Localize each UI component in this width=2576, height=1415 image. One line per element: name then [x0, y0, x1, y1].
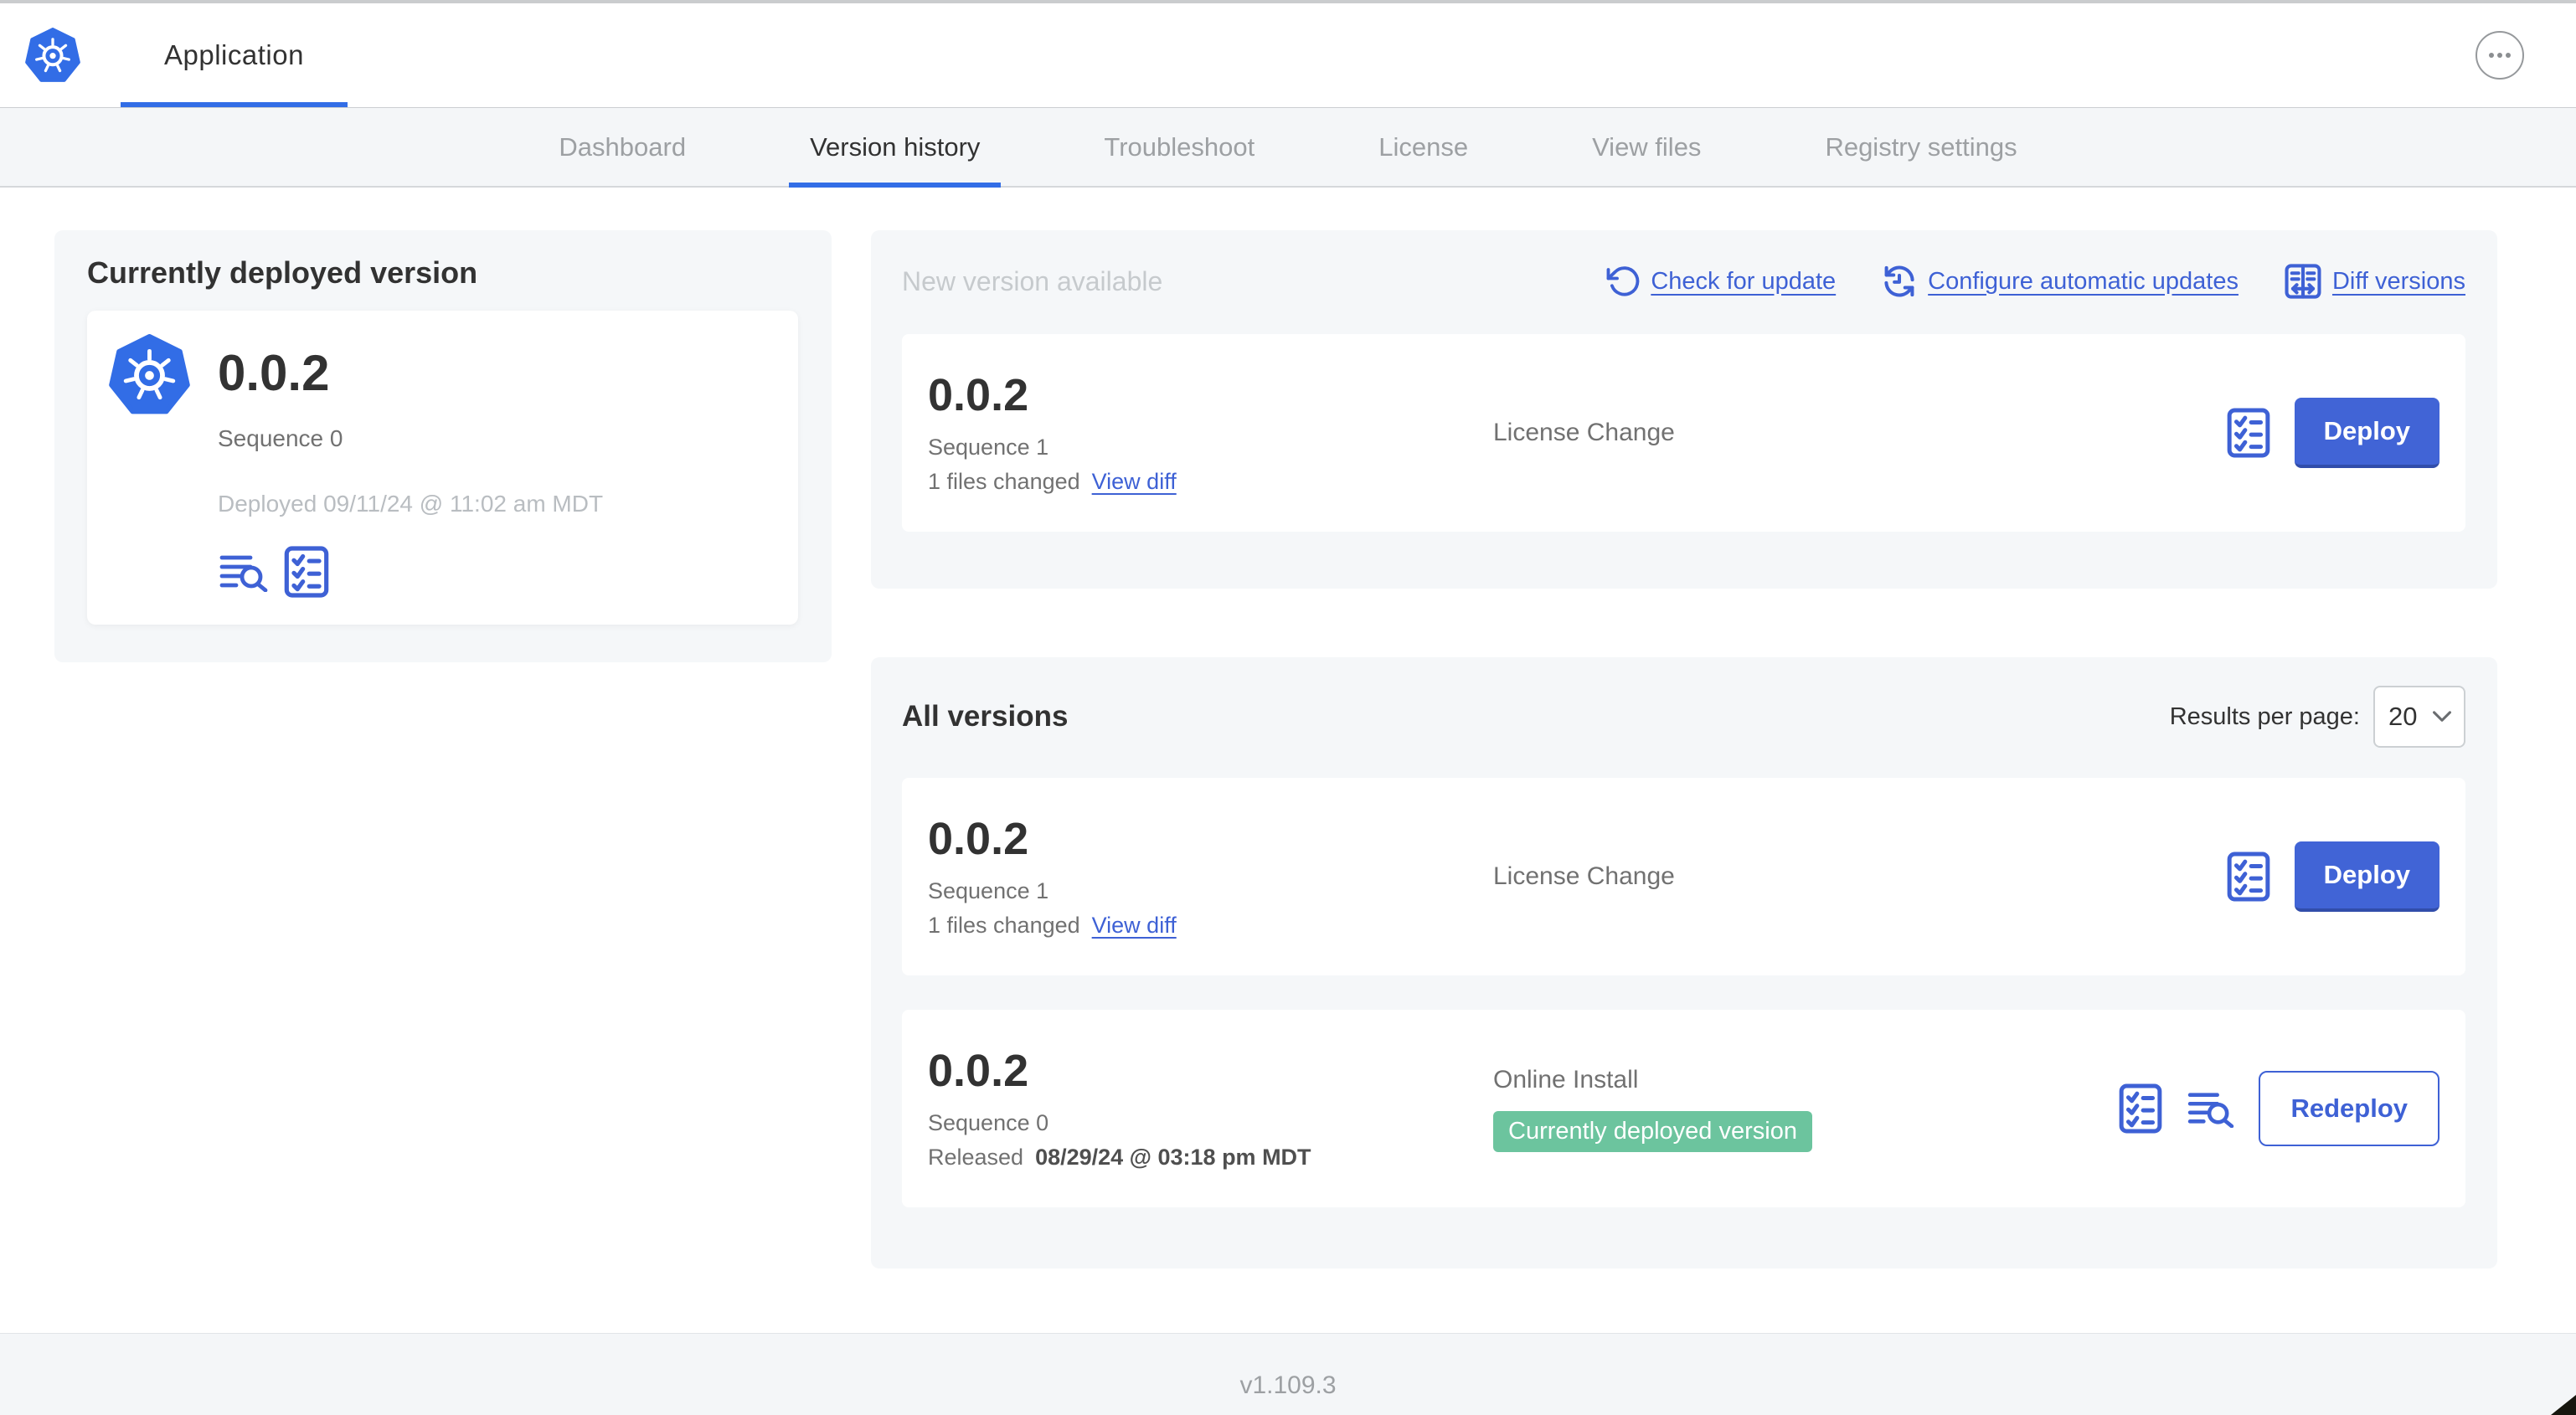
currently-deployed-title: Currently deployed version	[87, 255, 478, 290]
all-versions-title: All versions	[902, 700, 1069, 733]
results-per-page-select[interactable]: 20	[2373, 686, 2465, 748]
sequence-label: Sequence 1	[928, 434, 1049, 460]
ellipsis-icon	[2487, 51, 2512, 59]
version-details: 0.0.2 Sequence 1 1 files changed View di…	[928, 814, 1493, 938]
app-title: Application	[164, 39, 304, 70]
results-per-page-label: Results per page:	[2169, 702, 2360, 730]
deployed-sequence-label: Sequence 0	[218, 425, 343, 451]
version-source-label: License Change	[1493, 862, 1675, 890]
deployed-timestamp: Deployed 09/11/24 @ 11:02 am MDT	[218, 491, 604, 517]
files-changed-label: 1 files changed	[928, 912, 1080, 938]
app-tab-application[interactable]: Application	[121, 3, 348, 107]
deployed-version-label: 0.0.2	[218, 345, 330, 401]
deploy-button[interactable]: Deploy	[2294, 841, 2439, 912]
diff-icon	[2284, 262, 2322, 301]
currently-deployed-panel: Currently deployed version	[54, 230, 832, 662]
app-subnav: Dashboard Version history Troubleshoot L…	[0, 107, 2576, 188]
tab-troubleshoot[interactable]: Troubleshoot	[1104, 131, 1255, 162]
preflight-checklist-icon[interactable]	[2226, 406, 2271, 460]
sequence-label: Sequence 1	[928, 877, 1049, 903]
more-menu-button[interactable]	[2476, 31, 2524, 80]
preflight-checklist-icon[interactable]	[283, 544, 330, 599]
version-source-label: License Change	[1493, 419, 1675, 446]
all-versions-section: All versions Results per page: 20	[871, 657, 2497, 1268]
kubernetes-app-icon	[109, 334, 190, 599]
cursor-artifact	[2551, 1395, 2576, 1415]
currently-deployed-badge: Currently deployed version	[1493, 1110, 1812, 1152]
new-version-section: New version available Check for update	[871, 230, 2497, 589]
new-version-card: 0.0.2 Sequence 1 1 files changed View di…	[902, 334, 2465, 532]
deploy-button[interactable]: Deploy	[2294, 398, 2439, 468]
refresh-icon	[1605, 264, 1641, 299]
version-label: 0.0.2	[928, 370, 1029, 421]
version-details: 0.0.2 Sequence 1 1 files changed View di…	[928, 370, 1493, 494]
tab-dashboard[interactable]: Dashboard	[559, 131, 687, 162]
app-footer: v1.109.3	[0, 1333, 2576, 1415]
new-version-title: New version available	[902, 265, 1163, 296]
view-diff-link[interactable]: View diff	[1091, 912, 1177, 938]
version-history-column: New version available Check for update	[871, 230, 2497, 1268]
logs-icon[interactable]	[2187, 1089, 2235, 1128]
deployed-version-details: 0.0.2 Sequence 0 Deployed 09/11/24 @ 11:…	[218, 334, 603, 599]
chevron-down-icon	[2432, 710, 2452, 723]
released-label: Released	[928, 1144, 1024, 1170]
clock-refresh-icon	[1881, 263, 1918, 300]
tab-registry-settings[interactable]: Registry settings	[1825, 131, 2017, 162]
version-source-label: Online Install	[1493, 1065, 1639, 1093]
configure-automatic-updates-link[interactable]: Configure automatic updates	[1881, 263, 2239, 300]
app-header: Application	[0, 3, 2576, 107]
version-label: 0.0.2	[928, 814, 1029, 865]
version-label: 0.0.2	[928, 1046, 1029, 1097]
window-top-border	[0, 0, 2576, 3]
tab-license[interactable]: License	[1378, 131, 1469, 162]
kubernetes-logo-icon	[25, 28, 80, 83]
files-changed-label: 1 files changed	[928, 468, 1080, 494]
tab-view-files[interactable]: View files	[1592, 131, 1702, 162]
diff-versions-link[interactable]: Diff versions	[2284, 262, 2465, 301]
check-for-update-link[interactable]: Check for update	[1605, 264, 1836, 299]
view-diff-link[interactable]: View diff	[1091, 468, 1177, 494]
version-history-page: Currently deployed version	[0, 188, 2576, 1268]
logs-icon[interactable]	[218, 552, 270, 592]
console-version-label: v1.109.3	[1239, 1371, 1337, 1399]
version-row: 0.0.2 Sequence 1 1 files changed View di…	[902, 778, 2465, 975]
version-row: 0.0.2 Sequence 0 Released 08/29/24 @ 03:…	[902, 1010, 2465, 1207]
redeploy-button[interactable]: Redeploy	[2259, 1071, 2439, 1146]
tab-version-history[interactable]: Version history	[789, 108, 1002, 188]
version-details: 0.0.2 Sequence 0 Released 08/29/24 @ 03:…	[928, 1046, 1493, 1170]
preflight-checklist-icon[interactable]	[2118, 1082, 2163, 1135]
preflight-checklist-icon[interactable]	[2226, 850, 2271, 903]
released-date: 08/29/24 @ 03:18 pm MDT	[1035, 1144, 1311, 1170]
sequence-label: Sequence 0	[928, 1109, 1049, 1135]
currently-deployed-card: 0.0.2 Sequence 0 Deployed 09/11/24 @ 11:…	[87, 311, 798, 625]
